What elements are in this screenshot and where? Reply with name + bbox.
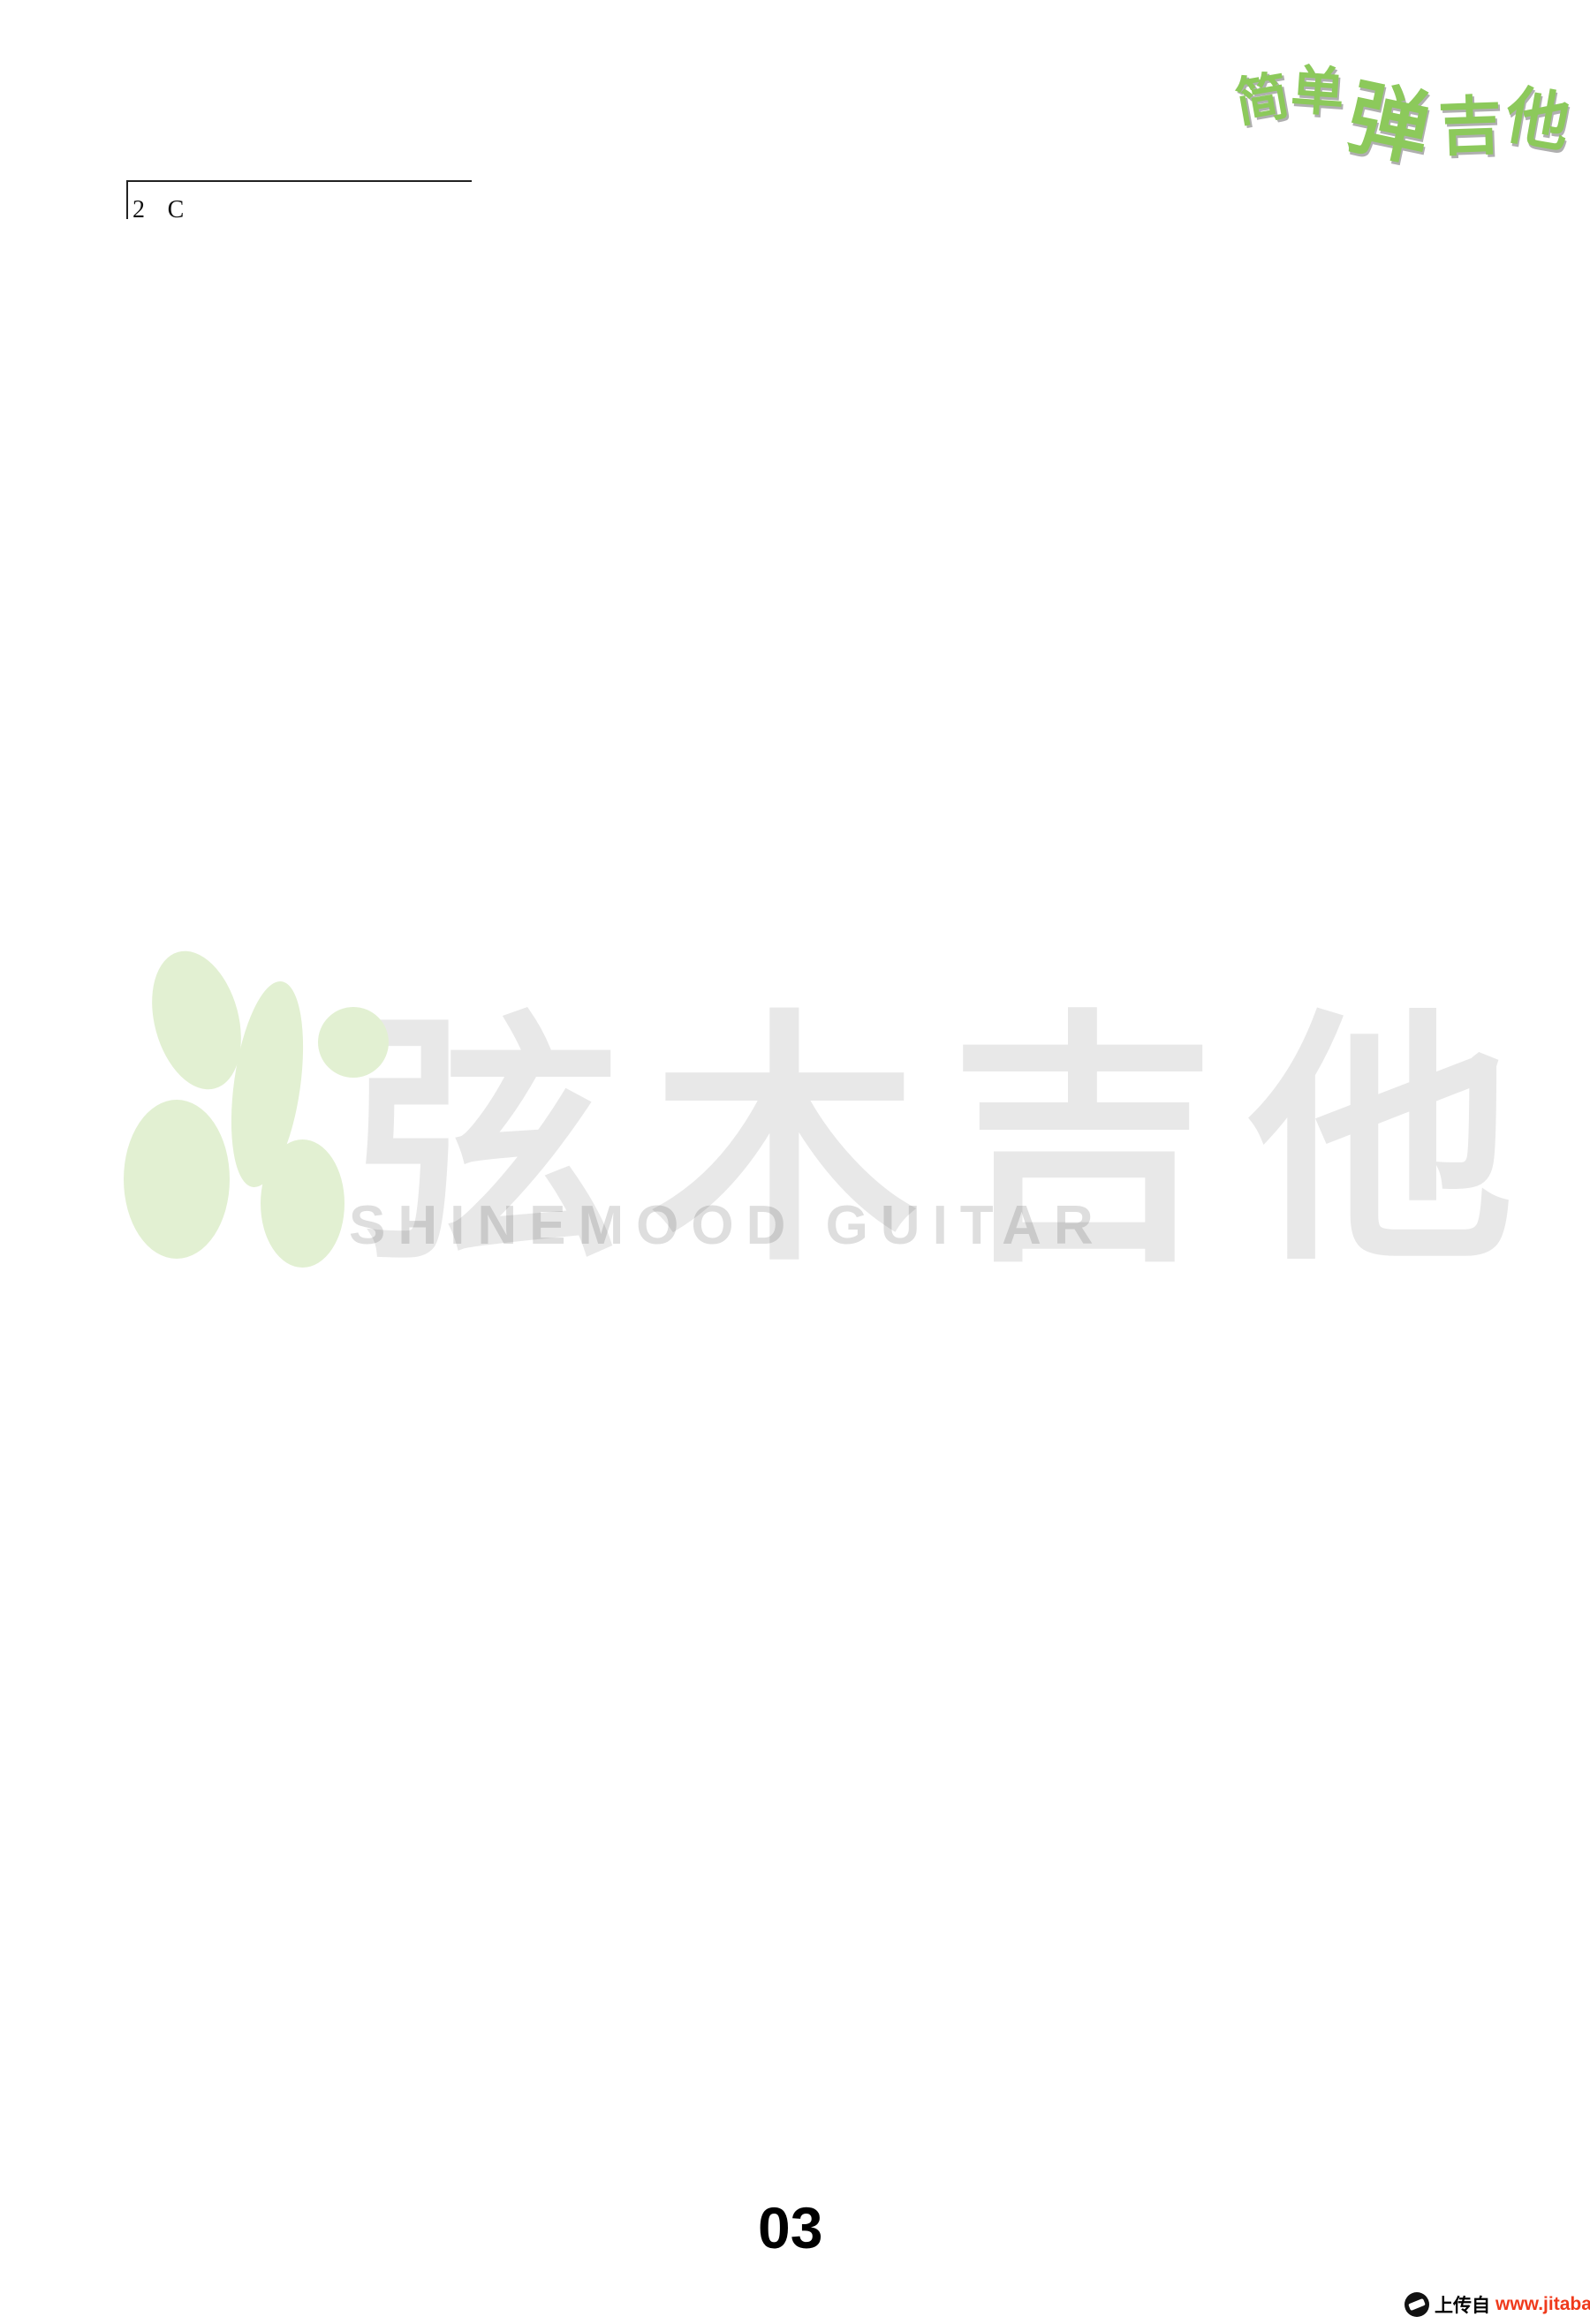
footer-site: www.jitaba.cn bbox=[1495, 2294, 1590, 2314]
volta-bracket-tick bbox=[126, 180, 128, 219]
page-number: 03 bbox=[758, 2195, 823, 2260]
volta-bracket bbox=[126, 180, 472, 182]
watermark-figure bbox=[261, 1139, 344, 1268]
watermark-text-cjk: 弦木吉他 bbox=[353, 994, 1548, 1291]
volta-number: 2 bbox=[132, 196, 145, 223]
watermark-figure bbox=[318, 1007, 389, 1078]
footer-credit: 上传自 www.jitaba.cn 吉他吧 bbox=[1404, 2291, 1590, 2318]
logo-char: 单 bbox=[1289, 59, 1346, 123]
footer-prefix: 上传自 bbox=[1435, 2296, 1490, 2316]
chord-label: C bbox=[167, 196, 185, 223]
watermark-figure bbox=[124, 1100, 230, 1259]
logo-char: 吉 bbox=[1436, 90, 1503, 164]
jitaba-logo-icon bbox=[1404, 2292, 1429, 2317]
logo-char: 他 bbox=[1500, 79, 1576, 161]
logo-char: 简 bbox=[1230, 65, 1294, 133]
watermark-text-latin: SHINEMOOD GUITAR bbox=[349, 1195, 1106, 1256]
site-logo: 简单弹吉他 bbox=[1228, 35, 1590, 177]
